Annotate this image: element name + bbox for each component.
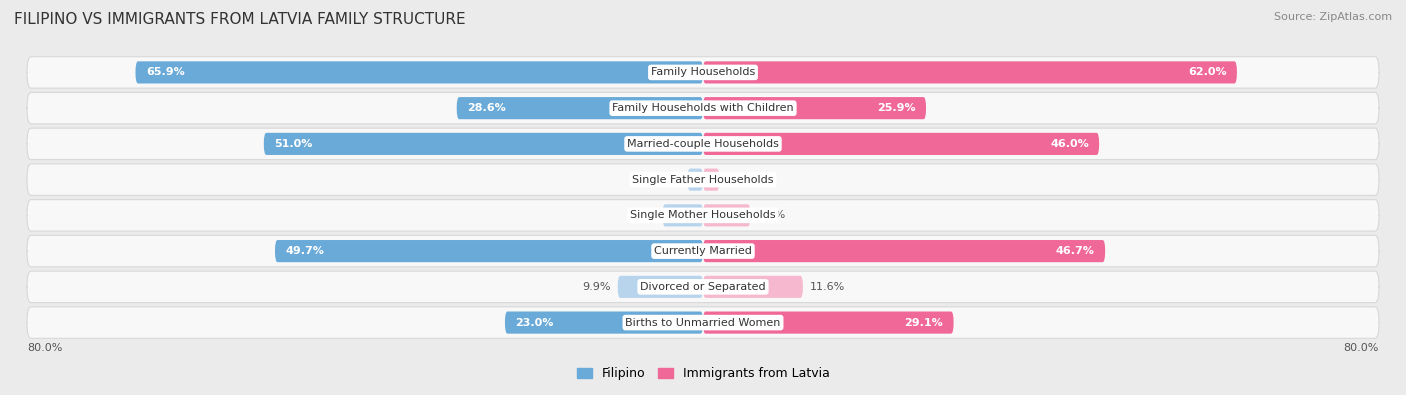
FancyBboxPatch shape xyxy=(703,97,927,119)
FancyBboxPatch shape xyxy=(264,133,703,155)
FancyBboxPatch shape xyxy=(27,307,1379,338)
Text: Family Households with Children: Family Households with Children xyxy=(612,103,794,113)
FancyBboxPatch shape xyxy=(27,271,1379,303)
Text: Single Father Households: Single Father Households xyxy=(633,175,773,184)
Text: Single Mother Households: Single Mother Households xyxy=(630,211,776,220)
FancyBboxPatch shape xyxy=(703,312,953,334)
Text: 1.8%: 1.8% xyxy=(652,175,681,184)
FancyBboxPatch shape xyxy=(703,204,751,226)
FancyBboxPatch shape xyxy=(27,164,1379,196)
FancyBboxPatch shape xyxy=(27,199,1379,231)
FancyBboxPatch shape xyxy=(688,169,703,191)
Text: 49.7%: 49.7% xyxy=(285,246,325,256)
Text: 62.0%: 62.0% xyxy=(1188,68,1226,77)
Text: 80.0%: 80.0% xyxy=(1344,342,1379,353)
FancyBboxPatch shape xyxy=(27,235,1379,267)
Text: FILIPINO VS IMMIGRANTS FROM LATVIA FAMILY STRUCTURE: FILIPINO VS IMMIGRANTS FROM LATVIA FAMIL… xyxy=(14,12,465,27)
FancyBboxPatch shape xyxy=(27,57,1379,88)
Text: Births to Unmarried Women: Births to Unmarried Women xyxy=(626,318,780,327)
FancyBboxPatch shape xyxy=(662,204,703,226)
Text: 46.0%: 46.0% xyxy=(1050,139,1088,149)
FancyBboxPatch shape xyxy=(27,128,1379,160)
Text: 4.7%: 4.7% xyxy=(627,211,655,220)
FancyBboxPatch shape xyxy=(505,312,703,334)
Text: 51.0%: 51.0% xyxy=(274,139,312,149)
Text: 5.5%: 5.5% xyxy=(758,211,786,220)
Text: Source: ZipAtlas.com: Source: ZipAtlas.com xyxy=(1274,12,1392,22)
Text: Divorced or Separated: Divorced or Separated xyxy=(640,282,766,292)
FancyBboxPatch shape xyxy=(703,276,803,298)
Text: 23.0%: 23.0% xyxy=(515,318,554,327)
Text: Married-couple Households: Married-couple Households xyxy=(627,139,779,149)
FancyBboxPatch shape xyxy=(457,97,703,119)
FancyBboxPatch shape xyxy=(703,61,1237,83)
Text: 9.9%: 9.9% xyxy=(582,282,610,292)
FancyBboxPatch shape xyxy=(703,133,1099,155)
Text: Currently Married: Currently Married xyxy=(654,246,752,256)
FancyBboxPatch shape xyxy=(617,276,703,298)
FancyBboxPatch shape xyxy=(27,92,1379,124)
Text: Family Households: Family Households xyxy=(651,68,755,77)
Text: 1.9%: 1.9% xyxy=(727,175,755,184)
Text: 65.9%: 65.9% xyxy=(146,68,184,77)
FancyBboxPatch shape xyxy=(703,240,1105,262)
Legend: Filipino, Immigrants from Latvia: Filipino, Immigrants from Latvia xyxy=(576,367,830,380)
FancyBboxPatch shape xyxy=(135,61,703,83)
Text: 46.7%: 46.7% xyxy=(1056,246,1095,256)
FancyBboxPatch shape xyxy=(276,240,703,262)
Text: 80.0%: 80.0% xyxy=(27,342,62,353)
Text: 28.6%: 28.6% xyxy=(467,103,506,113)
Text: 11.6%: 11.6% xyxy=(810,282,845,292)
Text: 29.1%: 29.1% xyxy=(904,318,943,327)
FancyBboxPatch shape xyxy=(703,169,720,191)
Text: 25.9%: 25.9% xyxy=(877,103,915,113)
